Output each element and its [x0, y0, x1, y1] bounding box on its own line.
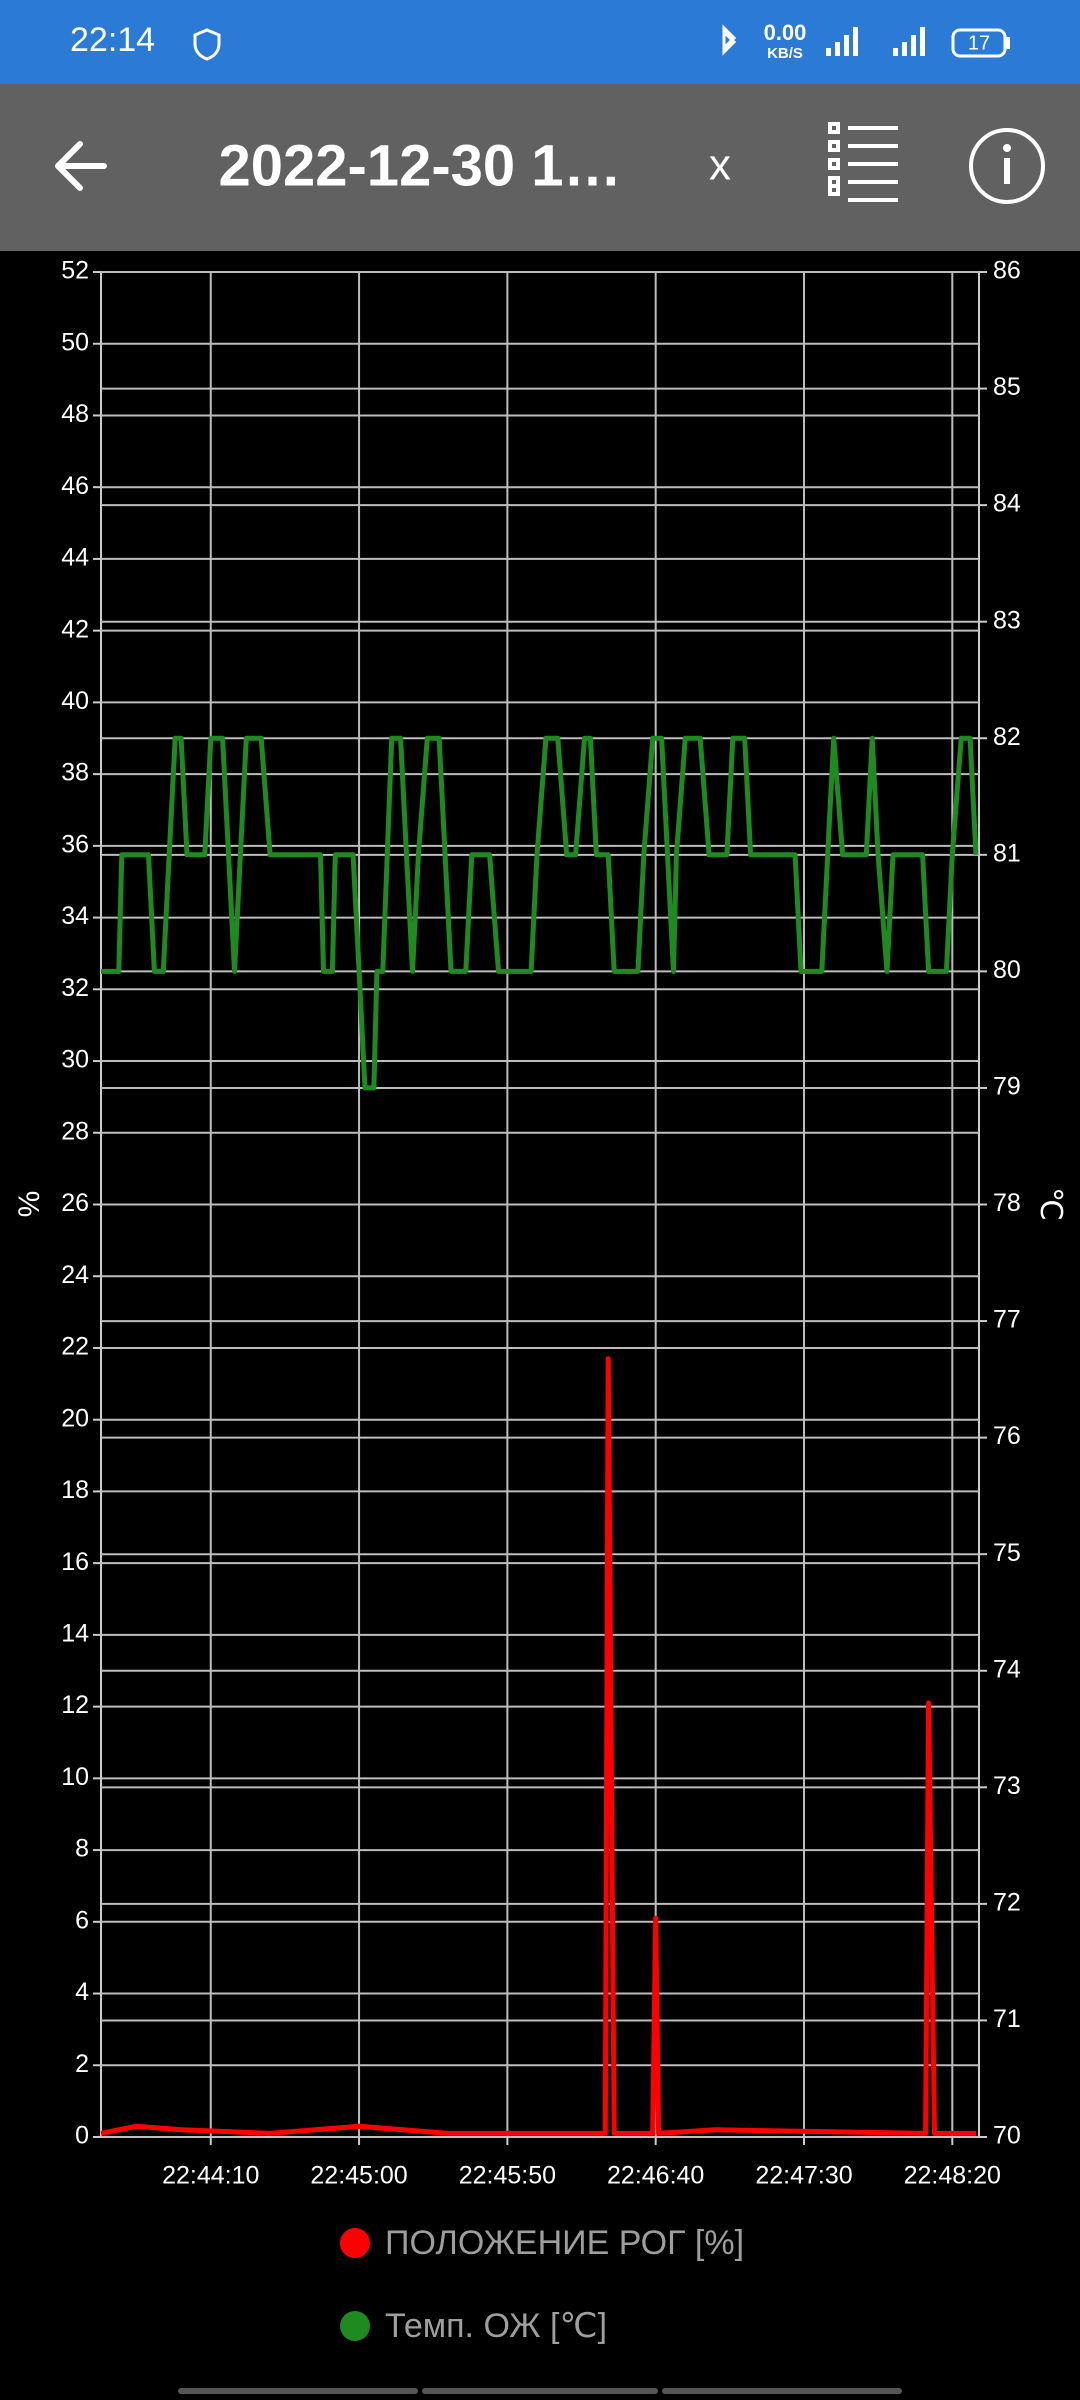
y-tick-label: 48 [61, 400, 89, 428]
y-tick-label: 10 [61, 1763, 89, 1791]
back-button[interactable] [55, 141, 107, 191]
toolbar-title: 2022-12-30 1… [218, 133, 621, 198]
net-speed: 0.00 [764, 20, 807, 45]
info-button[interactable] [969, 128, 1045, 204]
y-tick-label: 40 [61, 687, 89, 715]
y2-tick-label: 72 [993, 1888, 1021, 1916]
y-axis-label: % [13, 1191, 46, 1218]
y-tick-label: 24 [61, 1261, 89, 1289]
x-tick-label: 22:44:10 [162, 2162, 259, 2190]
y-tick-label: 6 [75, 1906, 89, 1934]
x-tick-label: 22:46:40 [607, 2162, 704, 2190]
series-line [100, 1356, 976, 2136]
x-tick-label: 22:45:00 [310, 2162, 407, 2190]
y-tick-label: 52 [61, 257, 89, 285]
y-tick-label: 4 [75, 1978, 89, 2006]
series-line [101, 735, 979, 1091]
y-tick-label: 0 [75, 2122, 89, 2150]
y2-tick-label: 80 [993, 956, 1021, 984]
y2-tick-label: 82 [993, 723, 1021, 751]
y2-tick-label: 84 [993, 490, 1021, 518]
y2-tick-label: 86 [993, 257, 1021, 285]
legend-label: Темп. ОЖ [℃] [385, 2307, 607, 2345]
y-tick-label: 14 [61, 1619, 89, 1647]
y2-tick-label: 73 [993, 1772, 1021, 1800]
y-tick-label: 30 [61, 1046, 89, 1074]
x-tick-label: 22:47:30 [755, 2162, 852, 2190]
y-tick-label: 42 [61, 615, 89, 643]
y-tick-label: 26 [61, 1189, 89, 1217]
y2-tick-label: 77 [993, 1306, 1021, 1334]
y2-axis-label: ℃ [1034, 1187, 1067, 1221]
y-tick-label: 50 [61, 328, 89, 356]
close-button[interactable]: x [709, 141, 731, 190]
y2-tick-label: 70 [993, 2122, 1021, 2150]
signal-icon [826, 27, 925, 56]
y-tick-label: 18 [61, 1476, 89, 1504]
y2-tick-label: 78 [993, 1189, 1021, 1217]
y-tick-label: 46 [61, 472, 89, 500]
y2-tick-label: 81 [993, 839, 1021, 867]
y2-tick-label: 76 [993, 1422, 1021, 1450]
battery-tip [1006, 37, 1010, 49]
y-tick-label: 28 [61, 1117, 89, 1145]
status-time: 22:14 [70, 21, 155, 59]
y2-tick-label: 75 [993, 1539, 1021, 1567]
x-tick-label: 22:45:50 [459, 2162, 556, 2190]
battery-icon [951, 28, 1007, 58]
legend-label: ПОЛОЖЕНИЕ РОГ [%] [385, 2224, 744, 2262]
y2-tick-label: 85 [993, 373, 1021, 401]
y-tick-label: 38 [61, 759, 89, 787]
legend-swatch [340, 2228, 370, 2258]
status-bar [0, 0, 1080, 84]
y-tick-label: 36 [61, 830, 89, 858]
y2-tick-label: 71 [993, 2005, 1021, 2033]
bluetooth-icon [722, 24, 737, 56]
y-tick-label: 22 [61, 1333, 89, 1361]
y-tick-label: 8 [75, 1835, 89, 1863]
x-tick-label: 22:48:20 [904, 2162, 1001, 2190]
y-tick-label: 2 [75, 2050, 89, 2078]
y-tick-label: 32 [61, 974, 89, 1002]
y2-tick-label: 83 [993, 606, 1021, 634]
y2-tick-label: 74 [993, 1655, 1021, 1683]
y-tick-label: 34 [61, 902, 89, 930]
battery-level: 17 [968, 32, 990, 54]
chart: 0246810121416182022242628303234363840424… [13, 257, 1067, 2345]
y-tick-label: 44 [61, 544, 89, 572]
shield-icon [193, 28, 221, 61]
legend-swatch [340, 2311, 370, 2341]
list-button[interactable] [828, 122, 898, 202]
y2-tick-label: 79 [993, 1073, 1021, 1101]
net-unit: KB/S [767, 45, 803, 62]
nav-hint [178, 2388, 902, 2394]
y-tick-label: 12 [61, 1691, 89, 1719]
y-tick-label: 20 [61, 1404, 89, 1432]
y-tick-label: 16 [61, 1548, 89, 1576]
toolbar [0, 84, 1080, 251]
